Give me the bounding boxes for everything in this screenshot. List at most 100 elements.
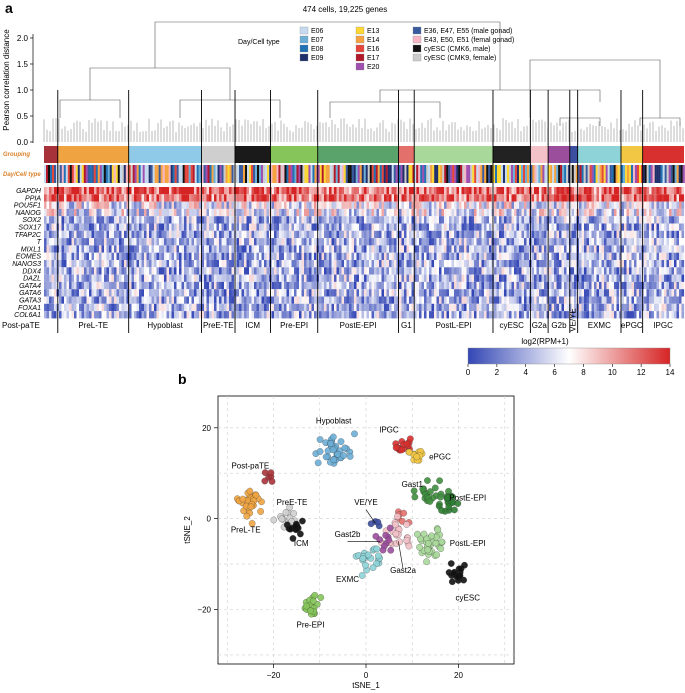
heatmap-cell: [476, 230, 480, 239]
heatmap-cell: [619, 187, 622, 195]
heatmap-cell: [126, 238, 130, 246]
heatmap-cell: [189, 245, 192, 253]
heatmap-cell: [594, 201, 597, 209]
heatmap-cell: [496, 230, 500, 239]
heatmap-cell: [319, 187, 322, 195]
daycell-cell: [632, 165, 636, 183]
heatmap-cell: [99, 201, 102, 209]
heatmap-cell: [101, 274, 105, 282]
heatmap-cell: [681, 201, 685, 209]
heatmap-cell: [216, 245, 220, 253]
heatmap-cell: [504, 267, 507, 275]
daycell-cell: [526, 165, 530, 183]
heatmap-cell: [54, 252, 57, 260]
heatmap-cell: [166, 267, 170, 275]
heatmap-cell: [169, 187, 172, 195]
heatmap-cell: [596, 281, 600, 290]
heatmap-cell: [216, 260, 220, 268]
heatmap-cell: [51, 274, 55, 282]
heatmap-cell: [131, 267, 135, 275]
heatmap-cell: [46, 216, 50, 224]
heatmap-cell: [421, 230, 425, 239]
heatmap-cell: [551, 303, 555, 312]
heatmap-cell: [251, 223, 255, 231]
heatmap-cell: [664, 223, 667, 231]
heatmap-cell: [426, 194, 430, 202]
heatmap-cell: [314, 230, 317, 239]
heatmap-cell: [136, 238, 140, 246]
heatmap-cell: [324, 216, 327, 224]
heatmap-cell: [516, 252, 520, 260]
heatmap-cell: [586, 245, 590, 253]
heatmap-cell: [261, 194, 265, 202]
heatmap-cell: [346, 260, 350, 268]
heatmap-cell: [656, 260, 660, 268]
heatmap-cell: [399, 208, 402, 217]
heatmap-cell: [64, 216, 67, 224]
heatmap-cell: [76, 230, 80, 239]
daycell-cell: [182, 165, 185, 183]
heatmap-cell: [461, 260, 465, 268]
heatmap-cell: [154, 252, 157, 260]
heatmap-cell: [421, 223, 425, 231]
heatmap-cell: [496, 274, 500, 282]
heatmap-cell: [49, 311, 52, 319]
heatmap-cell: [539, 267, 542, 275]
heatmap-cell: [134, 260, 137, 268]
heatmap-cell: [676, 296, 680, 304]
heatmap-cell: [81, 230, 85, 239]
heatmap-cell: [434, 281, 437, 290]
heatmap-cell: [456, 223, 460, 231]
heatmap-cell: [261, 216, 265, 224]
heatmap-cell: [386, 274, 390, 282]
heatmap-cell: [434, 274, 437, 282]
heatmap-cell: [131, 303, 135, 312]
heatmap-cell: [96, 245, 100, 253]
heatmap-cell: [291, 216, 295, 224]
heatmap-cell: [374, 216, 377, 224]
heatmap-cell: [424, 223, 427, 231]
heatmap-cell: [344, 194, 347, 202]
heatmap-cell: [271, 267, 275, 275]
heatmap-cell: [581, 187, 585, 195]
heatmap-cell: [69, 260, 72, 268]
heatmap-cell: [76, 187, 80, 195]
heatmap-cell: [81, 223, 85, 231]
daycell-cell: [524, 165, 528, 183]
heatmap-cell: [61, 216, 65, 224]
heatmap-cell: [231, 296, 235, 304]
daycell-cell: [103, 165, 106, 183]
heatmap-cell: [231, 223, 235, 231]
heatmap-cell: [589, 289, 592, 297]
heatmap-cell: [136, 296, 140, 304]
heatmap-cell: [389, 260, 392, 268]
heatmap-cell: [299, 208, 302, 217]
heatmap-cell: [354, 260, 357, 268]
heatmap-cell: [336, 201, 340, 209]
heatmap-cell: [309, 296, 312, 304]
heatmap-cell: [589, 296, 592, 304]
heatmap-cell: [44, 238, 47, 246]
daycell-cell: [205, 165, 208, 183]
heatmap-cell: [524, 208, 527, 217]
heatmap-cell: [341, 245, 345, 253]
heatmap-cell: [681, 274, 685, 282]
heatmap-cell: [284, 230, 287, 239]
heatmap-cell: [64, 245, 67, 253]
heatmap-cell: [349, 267, 352, 275]
heatmap-cell: [421, 238, 425, 246]
heatmap-cell: [574, 303, 577, 312]
heatmap-cell: [459, 201, 462, 209]
heatmap-cell: [156, 303, 160, 312]
heatmap-cell: [666, 267, 670, 275]
heatmap-cell: [496, 289, 500, 297]
heatmap-cell: [211, 216, 215, 224]
heatmap-cell: [596, 216, 600, 224]
heatmap-cell: [401, 223, 405, 231]
heatmap-cell: [111, 274, 115, 282]
daycell-cell: [178, 165, 181, 183]
heatmap-cell: [449, 289, 452, 297]
heatmap-cell: [376, 303, 380, 312]
daycell-cell: [512, 165, 516, 183]
heatmap-cell: [636, 201, 640, 209]
